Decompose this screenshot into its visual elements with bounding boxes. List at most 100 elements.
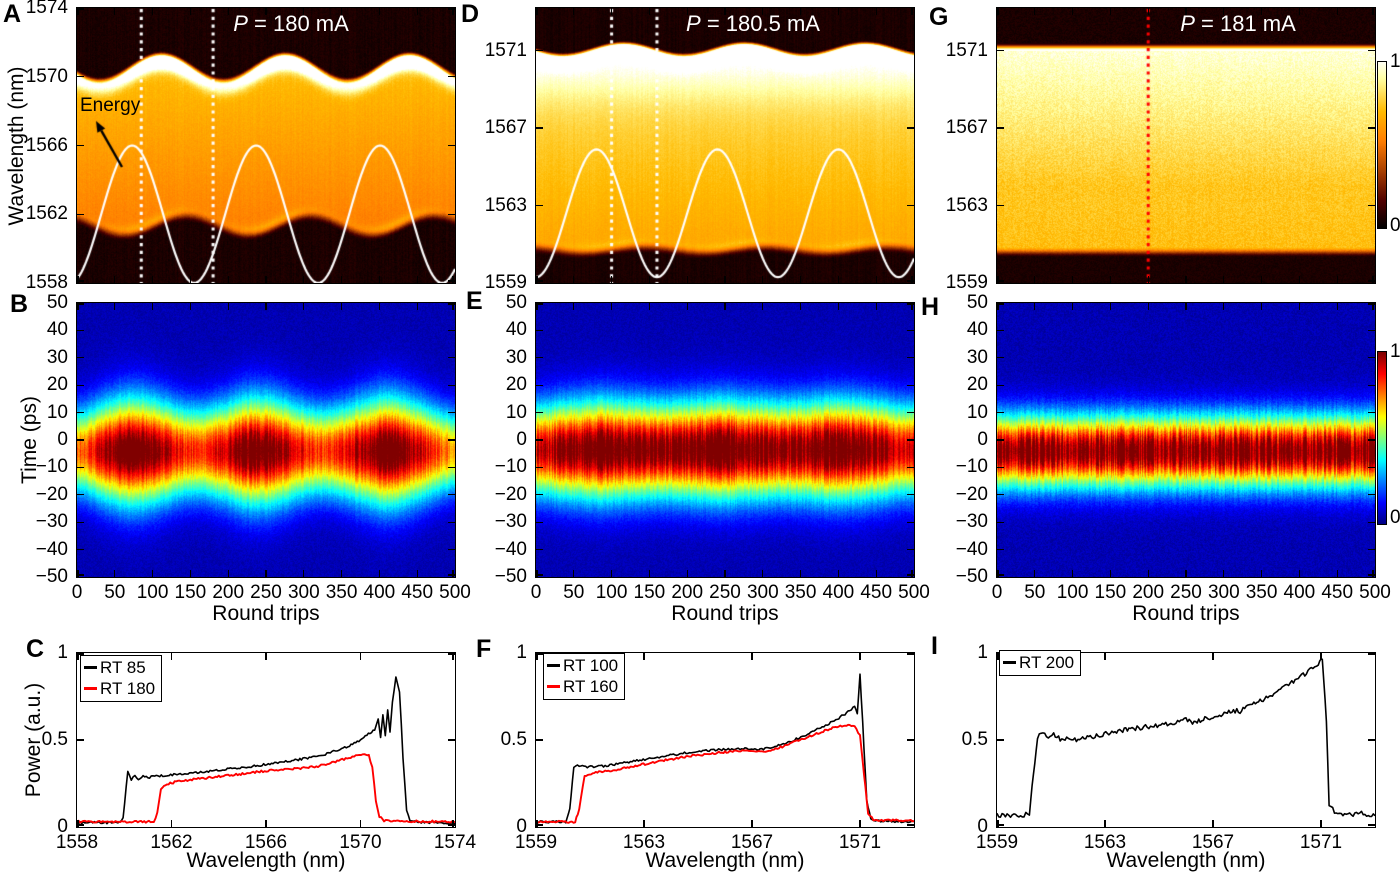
axis-tick — [536, 204, 543, 207]
axis-tick — [751, 653, 753, 660]
axis-tick — [536, 357, 543, 359]
legend-label: RT 180 — [100, 679, 156, 698]
axis-tick — [341, 303, 343, 310]
legend-line-swatch — [547, 685, 560, 688]
axis-tick — [686, 570, 688, 577]
axis-tick — [1072, 570, 1074, 577]
axis-tick — [751, 820, 753, 827]
axis-tick — [536, 739, 543, 741]
axis-tick — [997, 466, 1004, 468]
legend-entry: RT 160 — [547, 676, 618, 697]
axis-tick — [611, 570, 613, 577]
axis-tick — [265, 820, 267, 827]
x-tick-label: 400 — [1283, 582, 1316, 603]
axis-tick — [611, 8, 613, 15]
axis-tick — [648, 276, 650, 283]
axis-tick — [77, 276, 79, 283]
y-tick-label: −40 — [35, 538, 68, 560]
axis-tick — [77, 280, 84, 282]
legend-line-swatch — [547, 664, 560, 667]
axis-tick — [1072, 303, 1074, 310]
x-tick-label: 50 — [1024, 582, 1046, 603]
y-tick-label: 1567 — [945, 117, 988, 139]
axis-tick — [1368, 739, 1375, 741]
title-variable: P — [1180, 11, 1195, 36]
axis-tick — [837, 303, 839, 310]
y-tick-label: 1567 — [484, 117, 527, 139]
axis-tick — [1034, 303, 1036, 310]
axis-tick — [1372, 303, 1374, 310]
axis-tick — [416, 570, 418, 577]
axis-tick — [1368, 574, 1375, 576]
axis-tick — [997, 204, 1004, 207]
legend-line-swatch — [1003, 661, 1016, 664]
axis-tick — [416, 303, 418, 310]
axis-tick — [997, 494, 1004, 496]
x-tick-label: 1566 — [244, 832, 288, 853]
axis-tick — [77, 329, 84, 331]
x-tick-label: 300 — [287, 582, 320, 603]
axis-tick — [77, 8, 84, 10]
axis-tick — [997, 357, 1004, 359]
x-tick-label: 1559 — [514, 832, 558, 853]
legend-entry: RT 100 — [547, 655, 618, 676]
axis-tick — [907, 824, 914, 826]
axis-tick — [911, 570, 913, 577]
axis-tick — [536, 549, 543, 551]
axis-tick — [452, 820, 454, 827]
axis-tick — [875, 8, 877, 15]
y-tick-label: 20 — [505, 374, 527, 396]
axis-tick — [907, 412, 914, 414]
x-tick-label: 200 — [1132, 582, 1165, 603]
y-tick-label: 10 — [505, 401, 527, 423]
x-axis-label-wavelength-f: Wavelength (nm) — [645, 849, 805, 872]
axis-tick — [1368, 303, 1375, 305]
axis-tick — [227, 570, 229, 577]
heatmap-panel-a — [76, 7, 456, 284]
axis-tick — [907, 521, 914, 523]
axis-tick — [1223, 8, 1225, 15]
axis-tick — [1109, 570, 1111, 577]
y-tick-label: 20 — [46, 374, 68, 396]
y-tick-label: 1559 — [484, 272, 527, 293]
axis-tick — [1261, 276, 1263, 283]
cbar-jet-canvas — [1378, 352, 1386, 524]
axis-tick — [265, 303, 267, 310]
axis-tick — [536, 412, 543, 414]
axis-tick — [762, 303, 764, 310]
axis-tick — [1368, 280, 1375, 282]
x-tick-label: 200 — [671, 582, 704, 603]
axis-tick — [77, 76, 84, 78]
axis-tick — [724, 303, 726, 310]
x-axis-label-wavelength-i: Wavelength (nm) — [1106, 849, 1266, 872]
axis-tick — [1368, 653, 1375, 655]
y-tick-label: 1574 — [25, 0, 68, 18]
heatmap-canvas-g — [997, 8, 1375, 283]
axis-tick — [997, 50, 1004, 52]
axis-tick — [907, 466, 914, 468]
axis-tick — [1320, 653, 1322, 660]
axis-tick — [907, 329, 914, 331]
axis-tick — [152, 570, 154, 577]
line-chart-f — [536, 673, 914, 824]
heatmap-panel-g — [996, 7, 1376, 284]
y-tick-label: −40 — [494, 538, 527, 560]
title-value: = 180.5 mA — [700, 11, 820, 36]
axis-tick — [1223, 303, 1225, 310]
y-tick-label: 1563 — [484, 194, 527, 216]
axis-tick — [448, 8, 455, 10]
axis-tick — [303, 303, 305, 310]
axis-tick — [77, 820, 79, 827]
axis-tick — [1298, 570, 1300, 577]
y-tick-label: 1571 — [484, 39, 527, 61]
axis-tick — [1368, 466, 1375, 468]
axis-tick — [378, 570, 380, 577]
y-tick-label: −30 — [35, 511, 68, 533]
axis-tick — [448, 329, 455, 331]
axis-tick — [77, 144, 84, 147]
axis-tick — [686, 276, 688, 283]
heatmap-panel-h — [996, 302, 1376, 578]
axis-tick — [1147, 570, 1149, 577]
axis-tick — [448, 494, 455, 496]
axis-tick — [189, 8, 191, 15]
